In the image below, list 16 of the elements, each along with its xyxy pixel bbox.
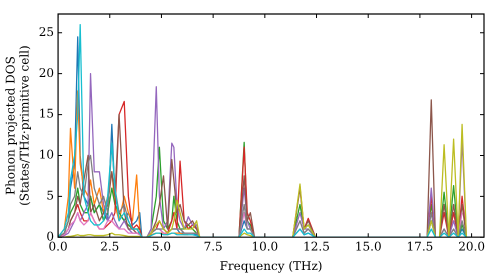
- x-tick-label: 0.0: [48, 240, 68, 254]
- x-axis-title: Frequency (THz): [220, 258, 322, 273]
- y-axis-title: Phonon projected DOS (States/THz·primitive cell): [3, 45, 32, 206]
- x-tick-label: 17.5: [406, 240, 434, 254]
- x-tick-label: 7.5: [204, 240, 223, 254]
- x-tick-label: 20.0: [458, 240, 485, 254]
- x-tick-label: 5.0: [152, 240, 171, 254]
- y-tick-label: 25: [38, 24, 54, 39]
- x-tick-label: 12.5: [303, 240, 330, 254]
- y-tick-label: 5: [46, 188, 54, 202]
- x-tick-label: 15.0: [354, 240, 382, 254]
- y-tick-label: 10: [38, 148, 54, 162]
- y-tick-label: 15: [38, 106, 54, 121]
- x-tick-label: 2.5: [100, 240, 120, 254]
- x-tick-label: 10.0: [251, 240, 278, 254]
- y-tick-label: 20: [38, 66, 54, 80]
